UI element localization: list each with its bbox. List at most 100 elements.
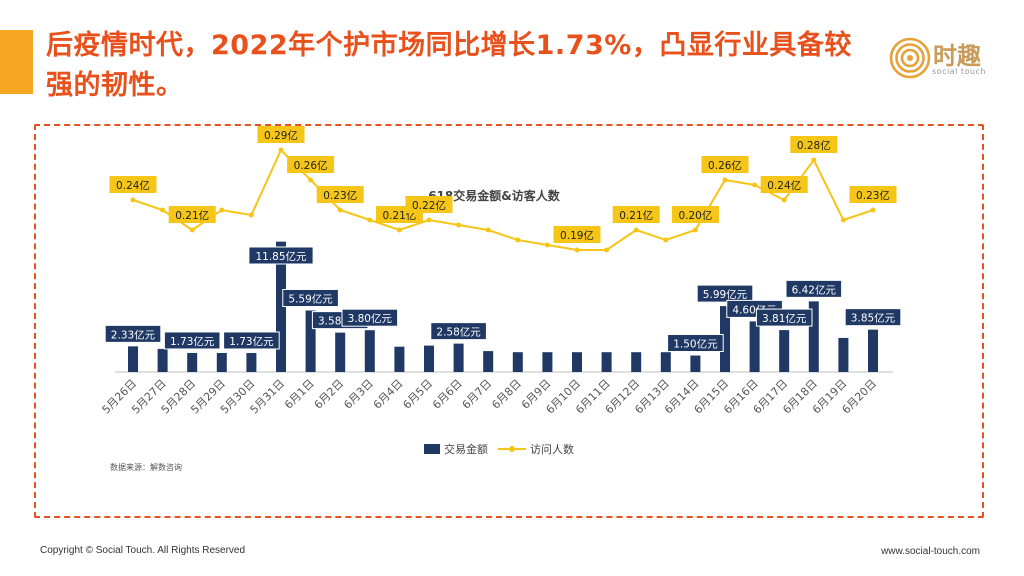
bar [720, 306, 730, 372]
bar-data-label-bg [844, 308, 902, 327]
line-point [633, 227, 639, 233]
line-point [781, 197, 787, 203]
line-point [426, 217, 432, 223]
bar [157, 348, 168, 372]
x-tick-label: 6月5日 [400, 377, 435, 412]
bar [542, 352, 553, 372]
line-data-label-text: 0.23亿 [856, 189, 890, 202]
bar-data-label-text: 2.58亿元 [436, 326, 481, 339]
bar-data-label-bg [341, 308, 399, 327]
bar-data-label-bg [755, 308, 813, 327]
line-data-label-bg [553, 226, 601, 243]
line-point [515, 237, 521, 243]
line-point [574, 247, 580, 253]
bar-data-label: 2.33亿元 [104, 324, 162, 343]
bar-data-label-text: 6.42亿元 [792, 283, 837, 296]
line-data-label: 0.21亿 [168, 206, 216, 223]
bar [779, 330, 790, 372]
line-data-label-bg [671, 206, 719, 223]
line-data-label-bg [760, 176, 808, 193]
line-point [396, 227, 402, 233]
bar-data-label: 5.99亿元 [696, 284, 754, 303]
line-data-label: 0.26亿 [287, 156, 335, 173]
line-data-label-bg [612, 206, 660, 223]
line-point [456, 222, 462, 228]
line-point [160, 207, 166, 213]
line-data-label-text: 0.19亿 [560, 229, 594, 242]
x-tick-label: 6月2日 [312, 377, 347, 412]
bar [246, 352, 257, 372]
line-point [130, 197, 136, 203]
bar-data-label-text: 1.50亿元 [673, 338, 718, 351]
bar [394, 346, 405, 372]
line-point [692, 227, 698, 233]
line-point [367, 217, 373, 223]
line-data-label-bg [849, 186, 897, 203]
bar-data-label: 2.58亿元 [430, 322, 487, 341]
chart-title: 618交易金额&访客人数 [428, 188, 561, 203]
logo-spiral-icon [889, 37, 931, 79]
line-point [663, 237, 669, 243]
line-data-label-bg [701, 156, 749, 173]
bar-data-label-text: 2.33亿元 [111, 328, 156, 341]
line-point [604, 247, 610, 253]
bar-data-label: 1.73亿元 [223, 331, 280, 350]
line-point [219, 207, 225, 213]
chart-frame [34, 124, 984, 518]
line-data-label: 0.22亿 [405, 196, 453, 213]
line-point [278, 147, 284, 153]
bar [808, 301, 819, 372]
line-data-label-bg [405, 196, 453, 213]
line-data-label-text: 0.24亿 [767, 179, 801, 192]
line-point [485, 227, 491, 233]
line-point [840, 217, 846, 223]
line-data-label-text: 0.23亿 [323, 189, 357, 202]
x-axis: 5月26日5月27日5月28日5月29日5月30日5月31日6月1日6月2日6月… [100, 371, 893, 417]
line-point [308, 177, 314, 183]
line-data-label-text: 0.26亿 [294, 159, 328, 172]
bar-data-label-bg [430, 322, 487, 341]
bar-data-label-bg [785, 279, 843, 298]
bar-series [128, 241, 878, 372]
line-data-label: 0.23亿 [316, 186, 364, 203]
bar [749, 321, 760, 372]
line-point [870, 207, 876, 213]
line-data-label-text: 0.26亿 [708, 159, 742, 172]
line-data-label: 0.26亿 [701, 156, 749, 173]
bar-data-label: 6.42亿元 [785, 279, 843, 298]
legend: 交易金额 访问人数 [424, 442, 574, 456]
bar-data-label-bg [696, 284, 754, 303]
bar-data-label: 3.80亿元 [341, 308, 399, 327]
bar-data-label-bg [248, 246, 314, 265]
line-data-label: 0.29亿 [257, 126, 305, 143]
x-tick-label: 6月6日 [430, 377, 465, 412]
line-data-label-text: 0.22亿 [412, 199, 446, 212]
bar [424, 345, 434, 372]
brand-logo: 时趣 social touch [888, 36, 998, 86]
bar [512, 352, 523, 372]
bar [335, 332, 346, 372]
line-data-label-bg [790, 136, 838, 153]
line-point [544, 242, 550, 248]
bar-data-label-bg [163, 331, 221, 350]
bar [187, 352, 198, 372]
bar [838, 337, 849, 372]
bar [305, 310, 316, 372]
bar [690, 355, 701, 372]
bar [631, 352, 642, 372]
bar [572, 352, 582, 372]
website-url: www.social-touch.com [881, 546, 980, 557]
x-tick-label: 6月3日 [341, 377, 376, 412]
bar-data-label: 3.85亿元 [844, 308, 902, 327]
x-tick-label: 6月8日 [489, 377, 524, 412]
bar-data-label-text: 1.73亿元 [170, 335, 215, 348]
line-point [189, 227, 195, 233]
line-data-label-text: 0.21亿 [175, 209, 209, 222]
copyright-text: Copyright © Social Touch. All Rights Res… [40, 545, 246, 556]
line-data-label: 0.20亿 [671, 206, 719, 223]
x-tick-label: 6月1日 [282, 377, 317, 412]
line-data-label: 0.23亿 [849, 186, 897, 203]
bar-data-label-bg [104, 324, 162, 343]
